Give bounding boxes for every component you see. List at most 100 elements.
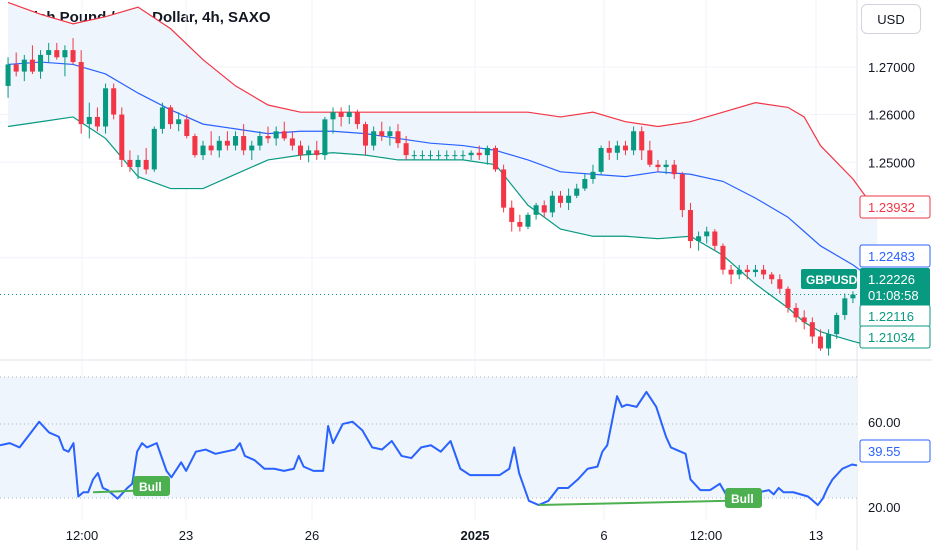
candle-body: [525, 214, 531, 227]
candle: [647, 140, 653, 168]
candle-body: [176, 119, 182, 125]
candle: [135, 155, 141, 179]
candle-body: [265, 136, 271, 139]
low-price-badge: 1.21034: [859, 325, 931, 349]
candle-body: [541, 205, 547, 213]
candle-body: [29, 59, 35, 72]
candle-body: [598, 147, 604, 172]
candle: [192, 133, 198, 158]
candle: [249, 140, 255, 160]
candle: [5, 57, 11, 98]
candle-body: [476, 152, 482, 156]
currency-button[interactable]: USD: [861, 4, 921, 34]
candle: [62, 45, 68, 77]
candle-body: [379, 131, 385, 137]
candle: [785, 286, 791, 313]
price-tick-label: 1.25000: [868, 155, 915, 170]
candle: [639, 126, 645, 160]
candle-body: [135, 159, 141, 168]
rsi-line: [0, 390, 858, 507]
candle: [103, 83, 109, 134]
symbol-label: GBPUSD: [806, 273, 858, 287]
candle-body: [94, 116, 100, 127]
candle: [322, 116, 328, 160]
candle-body: [566, 195, 572, 203]
last-price-value: 1.22226: [868, 272, 915, 287]
candle: [21, 54, 27, 82]
candle-body: [127, 159, 133, 168]
candle: [679, 171, 685, 218]
candle-body: [111, 88, 117, 115]
time-tick-label: 6: [600, 528, 607, 543]
candle-body: [809, 322, 815, 337]
candle: [78, 50, 84, 134]
candle: [70, 38, 76, 65]
candle: [371, 126, 377, 151]
bollinger-basis-line: [8, 61, 878, 284]
candle: [460, 150, 466, 160]
candle: [704, 226, 710, 244]
candle: [216, 136, 222, 158]
candle: [655, 159, 661, 172]
candle-body: [298, 145, 304, 156]
rsi-tick-label: 60.00: [868, 415, 901, 430]
candle-body: [395, 131, 401, 144]
candle: [395, 124, 401, 148]
candle-body: [411, 155, 417, 157]
candle: [354, 109, 360, 129]
candle-body: [769, 274, 775, 280]
candle: [777, 274, 783, 294]
candle: [289, 131, 295, 151]
candle-body: [744, 269, 750, 273]
candle: [598, 145, 604, 175]
candle-body: [346, 112, 352, 117]
candle-body: [663, 164, 669, 168]
candle-body: [371, 131, 377, 146]
candle: [761, 264, 767, 280]
candle-body: [639, 131, 645, 151]
candle: [184, 114, 190, 139]
candle-body: [492, 147, 499, 170]
candle-body: [468, 152, 474, 156]
candle: [622, 140, 628, 156]
candle-body: [184, 119, 190, 137]
candle-body: [687, 210, 693, 242]
candle: [736, 264, 742, 280]
candle-body: [557, 195, 563, 203]
candle: [127, 150, 133, 172]
candle: [119, 107, 125, 168]
candle: [362, 121, 369, 156]
candle: [549, 190, 555, 218]
candle: [273, 126, 279, 146]
candle-body: [752, 269, 758, 273]
candle-body: [354, 112, 360, 125]
candle: [590, 164, 596, 184]
candle: [671, 159, 677, 179]
candle-body: [289, 138, 295, 146]
candle: [712, 229, 718, 251]
candle-body: [192, 136, 198, 156]
candle: [809, 317, 815, 344]
candle: [606, 140, 612, 160]
candle-body: [249, 145, 255, 151]
candle-body: [46, 50, 52, 55]
time-tick-label: 23: [179, 528, 193, 543]
candle-body: [208, 145, 214, 151]
candle: [38, 50, 44, 79]
candle: [557, 190, 563, 208]
candle-body: [622, 145, 628, 151]
upper-band-badge: 1.23932: [859, 195, 931, 219]
candle: [582, 174, 588, 191]
upper-band-value: 1.23932: [868, 200, 915, 215]
candle-body: [582, 179, 588, 189]
candle-body: [655, 164, 661, 168]
candle-body: [13, 64, 19, 72]
candle-body: [614, 145, 620, 153]
bull-label-1: Bull: [133, 476, 170, 496]
lower-band-value: 1.22116: [868, 309, 914, 324]
candle: [338, 107, 344, 127]
candle-body: [54, 50, 60, 58]
candle: [86, 102, 92, 139]
candle-body: [78, 62, 84, 125]
